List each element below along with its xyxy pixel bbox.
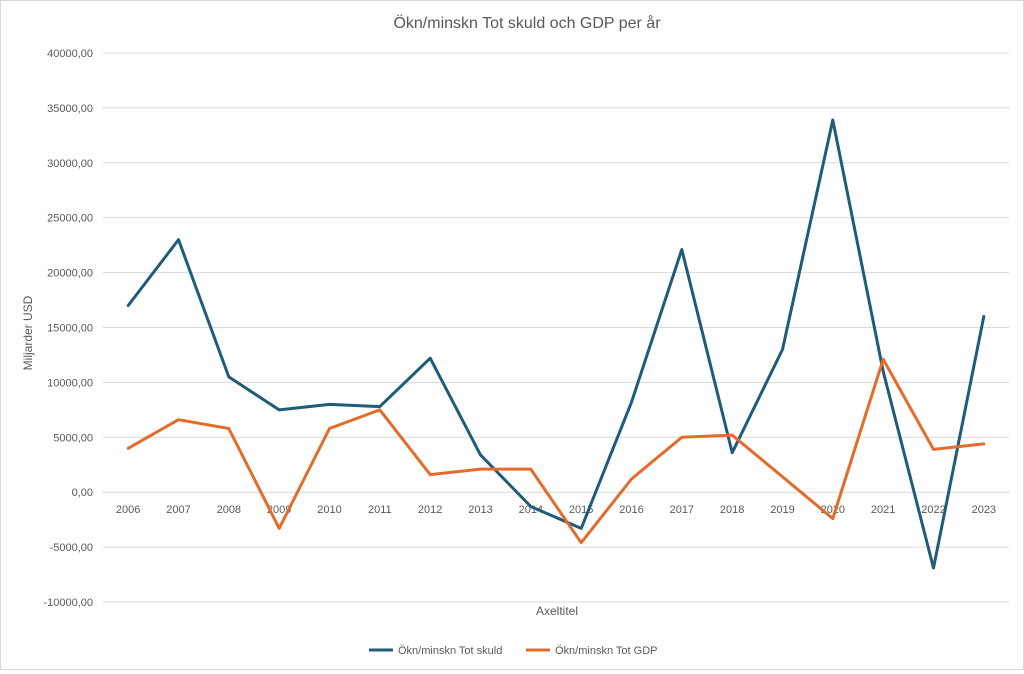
chart-title: Ökn/minskn Tot skuld och GDP per år <box>393 14 661 32</box>
y-tick-label: -5000,00 <box>50 542 93 554</box>
data-point <box>781 348 784 351</box>
data-point <box>580 527 583 530</box>
data-point <box>731 434 734 437</box>
x-tick-label: 2012 <box>418 504 442 516</box>
y-tick-label: 30000,00 <box>47 158 93 170</box>
data-point <box>429 473 432 476</box>
x-tick-label: 2007 <box>166 504 190 516</box>
x-tick-label: 2014 <box>519 504 543 516</box>
legend-label: Ökn/minskn Tot skuld <box>398 645 502 657</box>
data-point <box>177 238 180 241</box>
data-point <box>328 427 331 430</box>
legend: Ökn/minskn Tot skuld Ökn/minskn Tot GDP <box>369 645 658 657</box>
data-point <box>932 448 935 451</box>
x-tick-label: 2010 <box>317 504 341 516</box>
data-point <box>127 304 130 307</box>
x-tick-label: 2017 <box>670 504 694 516</box>
y-axis-title: Miljarder USD <box>21 295 35 370</box>
x-axis-title: Axeltitel <box>536 604 578 618</box>
x-tick-label: 2011 <box>368 504 392 516</box>
data-point <box>680 248 683 251</box>
y-tick-label: -10000,00 <box>43 597 93 609</box>
series-line-1 <box>126 118 986 570</box>
y-tick-label: 25000,00 <box>47 213 93 225</box>
data-point <box>479 468 482 471</box>
gridlines <box>103 52 1009 603</box>
data-point <box>731 451 734 454</box>
data-point <box>882 370 885 373</box>
y-tick-label: 35000,00 <box>47 103 93 115</box>
data-point <box>831 517 834 520</box>
data-point <box>982 442 985 445</box>
data-point <box>328 403 331 406</box>
data-point <box>680 436 683 439</box>
data-point <box>227 427 230 430</box>
data-point <box>127 447 130 450</box>
x-tick-label: 2006 <box>116 504 140 516</box>
series-lines <box>126 118 986 570</box>
data-point <box>429 357 432 360</box>
data-point <box>227 375 230 378</box>
data-point <box>580 541 583 544</box>
x-tick-label: 2019 <box>770 504 794 516</box>
data-point <box>378 405 381 408</box>
data-point <box>177 418 180 421</box>
y-tick-label: 0,00 <box>72 487 93 499</box>
data-point <box>781 475 784 478</box>
data-point <box>882 358 885 361</box>
data-point <box>932 566 935 569</box>
x-tick-label: 2008 <box>217 504 241 516</box>
data-point <box>831 118 834 121</box>
y-tick-label: 5000,00 <box>53 432 93 444</box>
series-line-2 <box>126 357 986 545</box>
x-tick-label: 2016 <box>619 504 643 516</box>
x-tick-label: 2021 <box>871 504 895 516</box>
data-point <box>278 408 281 411</box>
x-tick-label: 2023 <box>972 504 996 516</box>
data-point <box>529 505 532 508</box>
legend-label: Ökn/minskn Tot GDP <box>555 645 658 657</box>
data-point <box>630 401 633 404</box>
y-axis-ticks: -10000,00 -5000,00 0,00 5000,00 10000,00 1500… <box>43 48 93 609</box>
x-tick-label: 2022 <box>921 504 945 516</box>
y-tick-label: 20000,00 <box>47 268 93 280</box>
y-tick-label: 15000,00 <box>47 323 93 335</box>
y-tick-label: 40000,00 <box>47 48 93 60</box>
data-point <box>982 315 985 318</box>
x-tick-label: 2018 <box>720 504 744 516</box>
y-tick-label: 10000,00 <box>47 377 93 389</box>
data-point <box>529 468 532 471</box>
data-point <box>630 478 633 481</box>
x-tick-label: 2013 <box>468 504 492 516</box>
data-point <box>479 453 482 456</box>
data-point <box>378 408 381 411</box>
data-point <box>278 527 281 530</box>
